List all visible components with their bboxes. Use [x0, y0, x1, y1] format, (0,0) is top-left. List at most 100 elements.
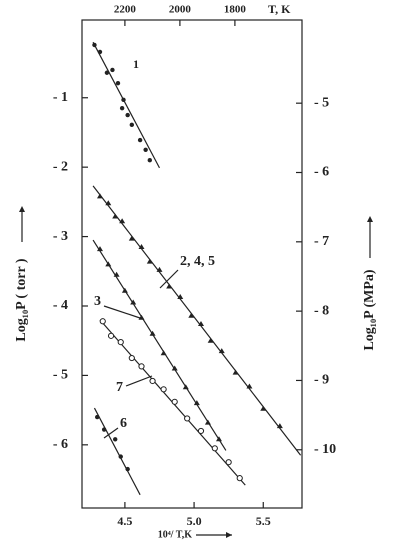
data-point [119, 105, 125, 111]
series-label: 2, 4, 5 [180, 254, 215, 269]
x2-tick-label: 2200 [114, 4, 137, 16]
data-point [121, 97, 126, 103]
data-point [236, 475, 243, 482]
leader-line [159, 269, 179, 289]
data-point [146, 258, 153, 264]
data-point [137, 137, 143, 143]
y-tick-label: - 2 [53, 159, 68, 174]
data-point [99, 318, 106, 325]
data-point [156, 266, 163, 272]
data-point [143, 147, 148, 153]
data-point [105, 200, 112, 206]
data-point [276, 423, 283, 429]
data-point [218, 348, 225, 354]
series-label: 1 [133, 57, 139, 71]
data-point [160, 386, 167, 393]
x-tick-label: 4.5 [117, 514, 132, 528]
data-point [107, 332, 115, 339]
fit-line [92, 41, 161, 169]
x2-tick-label: 2000 [169, 4, 192, 16]
data-point [188, 312, 195, 318]
data-point [197, 427, 205, 435]
data-point [147, 158, 152, 163]
x-tick-label: 5.0 [187, 514, 202, 528]
data-point [260, 405, 267, 411]
data-point [138, 243, 145, 249]
data-point [184, 415, 191, 422]
series-label: 6 [120, 416, 127, 431]
data-point [104, 70, 110, 75]
data-point [119, 218, 126, 224]
y-axis-label: Log₁₀P ( torr ) [14, 258, 29, 342]
data-point [105, 261, 112, 267]
y2-tick-label: - 7 [314, 234, 329, 249]
data-point [207, 337, 214, 343]
data-point [113, 271, 120, 277]
y2-tick-label: - 9 [314, 373, 329, 388]
data-point [115, 80, 121, 86]
data-point [96, 246, 103, 252]
data-point [112, 213, 119, 219]
x-tick-label: 5.5 [256, 514, 271, 528]
data-point [149, 377, 156, 385]
plot-frame [81, 19, 303, 509]
data-point [160, 350, 167, 356]
x2-tick-label: 1800 [224, 4, 247, 16]
data-point [118, 454, 123, 459]
y2-axis-label: Log₁₀P (MPa) [362, 269, 377, 350]
data-point [182, 384, 189, 390]
data-point [197, 321, 204, 327]
fit-line [92, 185, 302, 456]
y-tick-label: - 3 [53, 229, 68, 244]
y2-tick-label: - 10 [314, 442, 336, 457]
leader-line [103, 427, 119, 439]
data-point [97, 49, 103, 55]
data-point [204, 419, 211, 425]
series-label: 7 [116, 380, 123, 395]
y-tick-label: - 4 [53, 298, 68, 313]
data-point [193, 400, 200, 406]
data-point [92, 42, 97, 48]
data-point [138, 314, 145, 320]
y-arrow-head [19, 206, 25, 212]
fit-line [93, 407, 141, 496]
y2-tick-label: - 6 [314, 165, 329, 180]
data-point [128, 354, 135, 362]
leader-line [103, 305, 141, 319]
data-point [177, 293, 184, 299]
data-point [171, 365, 178, 371]
y-tick-label: - 5 [53, 368, 68, 383]
data-point [125, 112, 130, 118]
y-tick-label: - 6 [53, 437, 68, 452]
data-point [121, 287, 128, 293]
leader-line [125, 375, 153, 387]
data-point [101, 427, 107, 432]
data-point [113, 437, 118, 442]
data-point [215, 436, 222, 442]
series-label: 3 [94, 294, 101, 309]
y-tick-label: - 1 [53, 90, 68, 105]
x-arrow-head [226, 532, 232, 538]
data-point [117, 338, 124, 346]
y2-arrow-head [367, 216, 373, 222]
data-point [129, 122, 135, 128]
data-point [96, 193, 103, 199]
data-point [171, 398, 178, 405]
y2-tick-label: - 5 [314, 95, 329, 110]
data-point [110, 67, 115, 73]
data-point [232, 369, 239, 375]
x2-axis-label: T, K [268, 2, 291, 16]
data-point [149, 330, 156, 336]
data-point [166, 283, 173, 289]
x-axis-label: 10⁴/ T,K [158, 529, 193, 540]
data-point [138, 363, 145, 370]
data-point [225, 459, 232, 466]
data-point [95, 414, 100, 420]
data-point [130, 299, 137, 305]
data-point [211, 445, 218, 452]
data-point [246, 383, 253, 389]
data-point [128, 235, 135, 241]
data-point [125, 466, 130, 472]
y2-tick-label: - 8 [314, 303, 329, 318]
